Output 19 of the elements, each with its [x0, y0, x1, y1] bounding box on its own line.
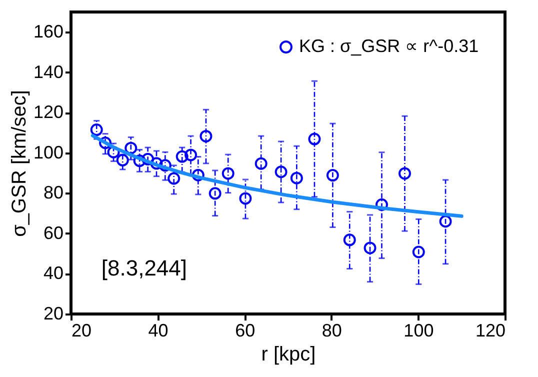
y-tick-label: 60: [43, 222, 64, 243]
x-tick-label: 20: [72, 320, 92, 340]
y-axis-title: σ_GSR [km/sec]: [8, 90, 30, 237]
y-tick-label: 80: [43, 182, 64, 203]
x-tick-label: 100: [404, 320, 434, 340]
legend-label: KG : σ_GSR ∝ r^-0.31: [299, 36, 479, 56]
x-tick-label: 40: [148, 320, 168, 340]
y-tick-label: 160: [33, 22, 64, 42]
x-tick-label: 80: [322, 320, 342, 340]
annotation: [8.3,244]: [101, 256, 188, 281]
line-series: [90, 134, 464, 218]
y-tick-label: 140: [33, 62, 64, 82]
y-tick-label: 40: [43, 263, 64, 284]
y-tick-label: 20: [43, 304, 64, 324]
x-axis-title: r [kpc]: [261, 344, 316, 366]
y-tick-label: 100: [33, 142, 64, 162]
y-tick-label: 120: [33, 102, 64, 122]
x-tick-label: 120: [475, 320, 506, 340]
x-tick-label: 60: [235, 320, 256, 340]
